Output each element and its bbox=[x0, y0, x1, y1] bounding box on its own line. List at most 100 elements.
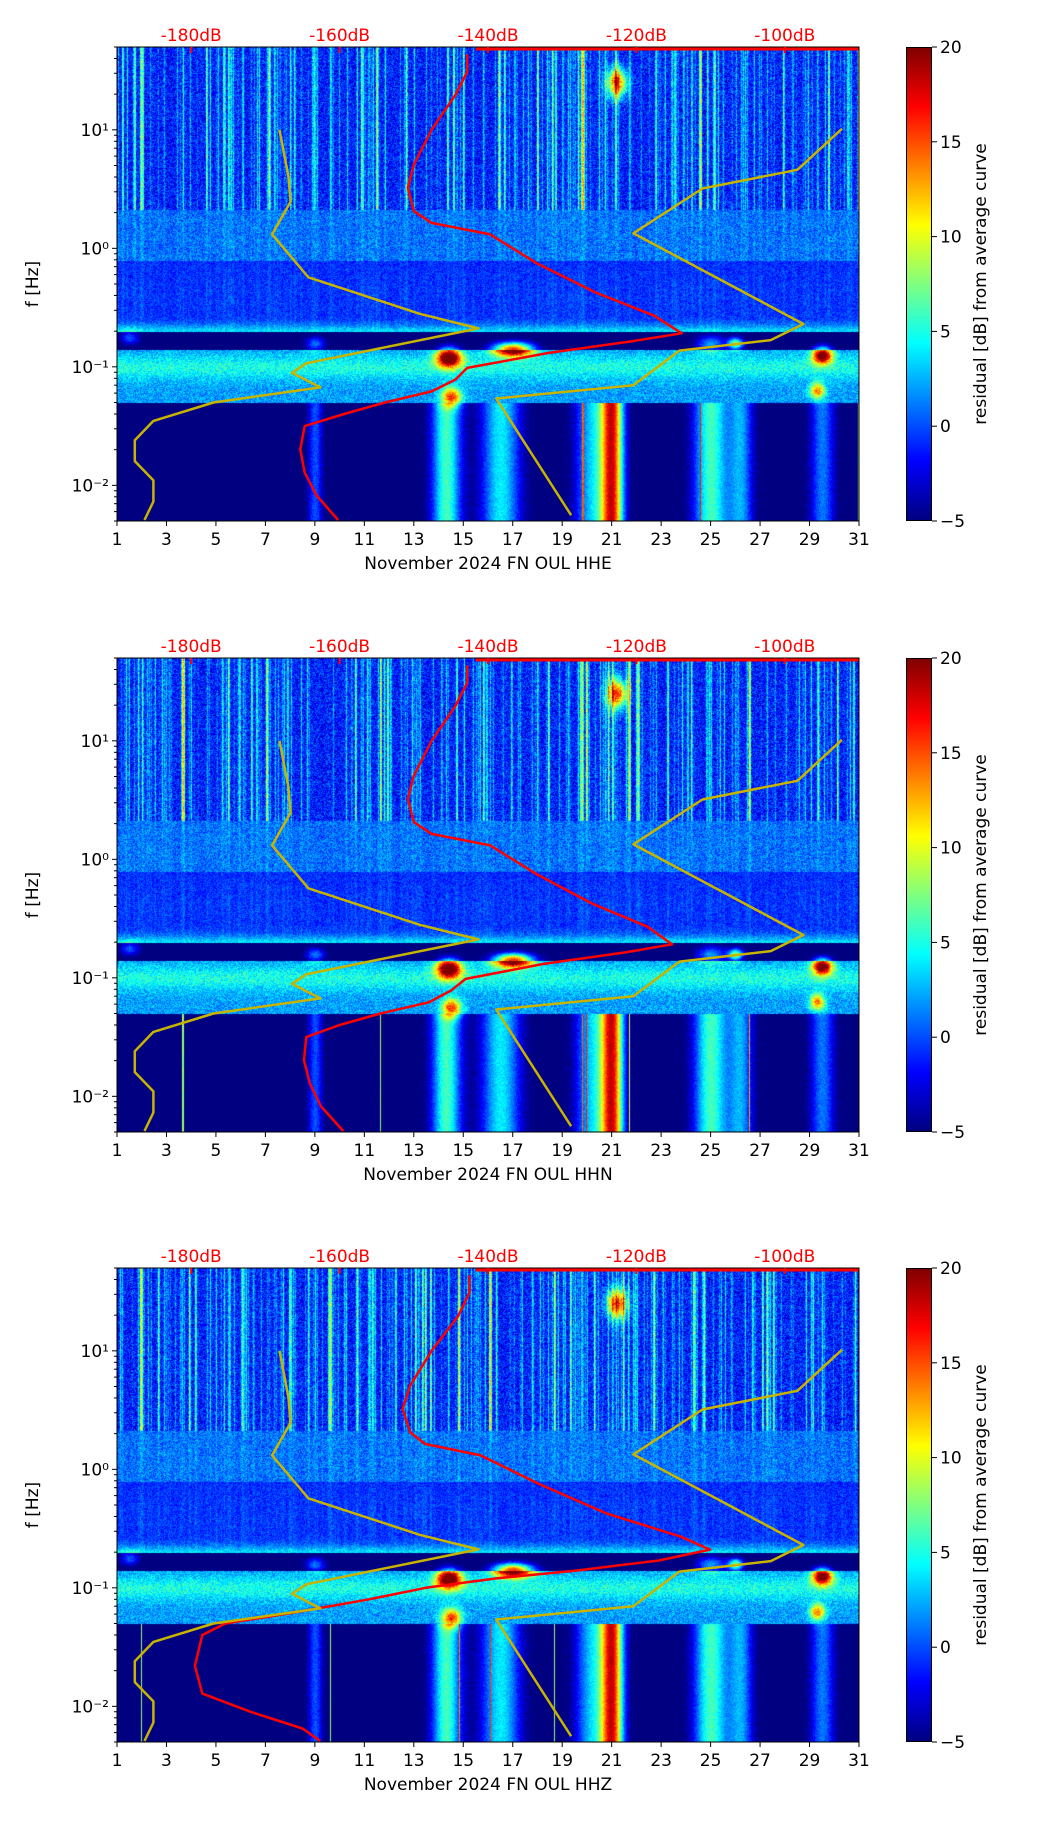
x-tick-label: 31 bbox=[848, 1751, 870, 1771]
y-tick-label: 10⁰ bbox=[81, 1460, 110, 1480]
plot-frame bbox=[116, 1267, 860, 1743]
y-axis-label: f [Hz] bbox=[23, 261, 43, 307]
x-tick-label: 9 bbox=[309, 1751, 320, 1771]
x-tick-label: 1 bbox=[112, 530, 123, 550]
x-tick-label: 7 bbox=[260, 530, 271, 550]
mean-psd-curve bbox=[302, 665, 674, 1132]
db-tick-label: -180dB bbox=[161, 637, 222, 657]
nlnm-curve bbox=[133, 129, 480, 521]
x-tick-label: 7 bbox=[260, 1751, 271, 1771]
colorbar-tick-label: 15 bbox=[940, 1354, 962, 1374]
colorbar-tick-label: 10 bbox=[940, 1449, 962, 1469]
colorbar bbox=[906, 658, 932, 1132]
x-tick-label: 21 bbox=[601, 1141, 623, 1161]
colorbar-tick-label: −5 bbox=[940, 512, 965, 532]
x-tick-label: 3 bbox=[161, 530, 172, 550]
spectrogram-heatmap bbox=[117, 47, 859, 521]
x-tick-label: 29 bbox=[799, 1751, 821, 1771]
colorbar-tick-label: 0 bbox=[940, 1028, 951, 1048]
x-tick-label: 15 bbox=[452, 1751, 474, 1771]
colorbar-label: residual [dB] from average curve bbox=[971, 143, 991, 424]
x-tick-label: 13 bbox=[403, 1751, 425, 1771]
mean-psd-curve bbox=[193, 1275, 712, 1742]
curves bbox=[133, 1268, 859, 1742]
x-tick-label: 11 bbox=[354, 530, 376, 550]
db-tick-label: -140dB bbox=[457, 26, 518, 46]
x-tick-label: 19 bbox=[551, 530, 573, 550]
x-tick-label: 5 bbox=[211, 1751, 222, 1771]
spectrogram-heatmap bbox=[117, 1268, 859, 1742]
x-tick-label: 11 bbox=[354, 1751, 376, 1771]
y-tick-label: 10⁰ bbox=[81, 239, 110, 259]
x-tick-label: 17 bbox=[502, 530, 524, 550]
x-tick-label: 7 bbox=[260, 1141, 271, 1161]
db-tick-label: -180dB bbox=[161, 26, 222, 46]
colorbar-tick-label: 0 bbox=[940, 1638, 951, 1658]
x-tick-label: 5 bbox=[211, 530, 222, 550]
colorbar-tick-label: 20 bbox=[940, 649, 962, 669]
db-tick-label: -160dB bbox=[309, 637, 370, 657]
x-tick-label: 25 bbox=[700, 1751, 722, 1771]
nlnm-curve bbox=[133, 1350, 480, 1742]
nhnm-curve bbox=[494, 127, 843, 516]
panel-hhn: 1 3 5 7 9 11 13 15 17 19 21 23 25 27 29 31 November 2024… bbox=[0, 611, 1052, 1211]
colorbar-tick-label: 10 bbox=[940, 228, 962, 248]
colorbar-tick-label: 15 bbox=[940, 133, 962, 153]
x-tick-label: 21 bbox=[601, 530, 623, 550]
x-tick-label: 17 bbox=[502, 1751, 524, 1771]
curves bbox=[133, 658, 859, 1132]
nlnm-curve bbox=[133, 740, 480, 1132]
x-tick-label: 21 bbox=[601, 1751, 623, 1771]
plot-frame bbox=[116, 657, 860, 1133]
mean-psd-curve bbox=[299, 54, 683, 521]
x-tick-label: 15 bbox=[452, 530, 474, 550]
db-tick-label: -180dB bbox=[161, 1247, 222, 1267]
x-tick-label: 27 bbox=[749, 530, 771, 550]
nhnm-curve bbox=[494, 1348, 843, 1737]
y-tick-label: 10¹ bbox=[81, 121, 109, 141]
db-tick-label: -100dB bbox=[754, 26, 815, 46]
x-tick-label: 25 bbox=[700, 1141, 722, 1161]
x-tick-label: 1 bbox=[112, 1751, 123, 1771]
x-tick-label: 11 bbox=[354, 1141, 376, 1161]
colorbar-label: residual [dB] from average curve bbox=[971, 1364, 991, 1645]
db-tick-label: -120dB bbox=[606, 26, 667, 46]
panel-hhe: 1 3 5 7 9 11 13 15 17 19 21 23 25 27 29 31 November 2024… bbox=[0, 0, 1052, 600]
x-tick-label: 31 bbox=[848, 530, 870, 550]
x-tick-label: 29 bbox=[799, 530, 821, 550]
colorbar-tick-label: 0 bbox=[940, 417, 951, 437]
db-tick-label: -160dB bbox=[309, 26, 370, 46]
x-tick-label: 15 bbox=[452, 1141, 474, 1161]
y-tick-label: 10¹ bbox=[81, 732, 109, 752]
y-tick-label: 10⁰ bbox=[81, 850, 110, 870]
db-tick-label: -120dB bbox=[606, 637, 667, 657]
colorbar-tick-label: 10 bbox=[940, 839, 962, 859]
db-tick-label: -100dB bbox=[754, 637, 815, 657]
x-tick-label: 23 bbox=[650, 530, 672, 550]
x-tick-label: 27 bbox=[749, 1141, 771, 1161]
y-tick-label: 10⁻² bbox=[72, 476, 109, 496]
y-tick-label: 10⁻¹ bbox=[72, 358, 109, 378]
plot-frame bbox=[116, 46, 860, 522]
x-axis-label: November 2024 FN OUL HHZ bbox=[364, 1775, 612, 1795]
x-tick-label: 13 bbox=[403, 530, 425, 550]
spectrogram-heatmap bbox=[117, 658, 859, 1132]
x-tick-label: 1 bbox=[112, 1141, 123, 1161]
colorbar-label: residual [dB] from average curve bbox=[971, 754, 991, 1035]
nhnm-curve bbox=[494, 738, 843, 1127]
x-tick-label: 27 bbox=[749, 1751, 771, 1771]
db-tick-label: -140dB bbox=[457, 637, 518, 657]
x-axis-label: November 2024 FN OUL HHN bbox=[363, 1165, 612, 1185]
db-tick-label: -140dB bbox=[457, 1247, 518, 1267]
x-tick-label: 19 bbox=[551, 1141, 573, 1161]
y-axis-label: f [Hz] bbox=[23, 872, 43, 918]
colorbar bbox=[906, 47, 932, 521]
x-tick-label: 31 bbox=[848, 1141, 870, 1161]
colorbar-tick-label: −5 bbox=[940, 1733, 965, 1753]
y-tick-label: 10⁻¹ bbox=[72, 969, 109, 989]
x-tick-label: 3 bbox=[161, 1141, 172, 1161]
x-tick-label: 9 bbox=[309, 1141, 320, 1161]
x-tick-label: 17 bbox=[502, 1141, 524, 1161]
